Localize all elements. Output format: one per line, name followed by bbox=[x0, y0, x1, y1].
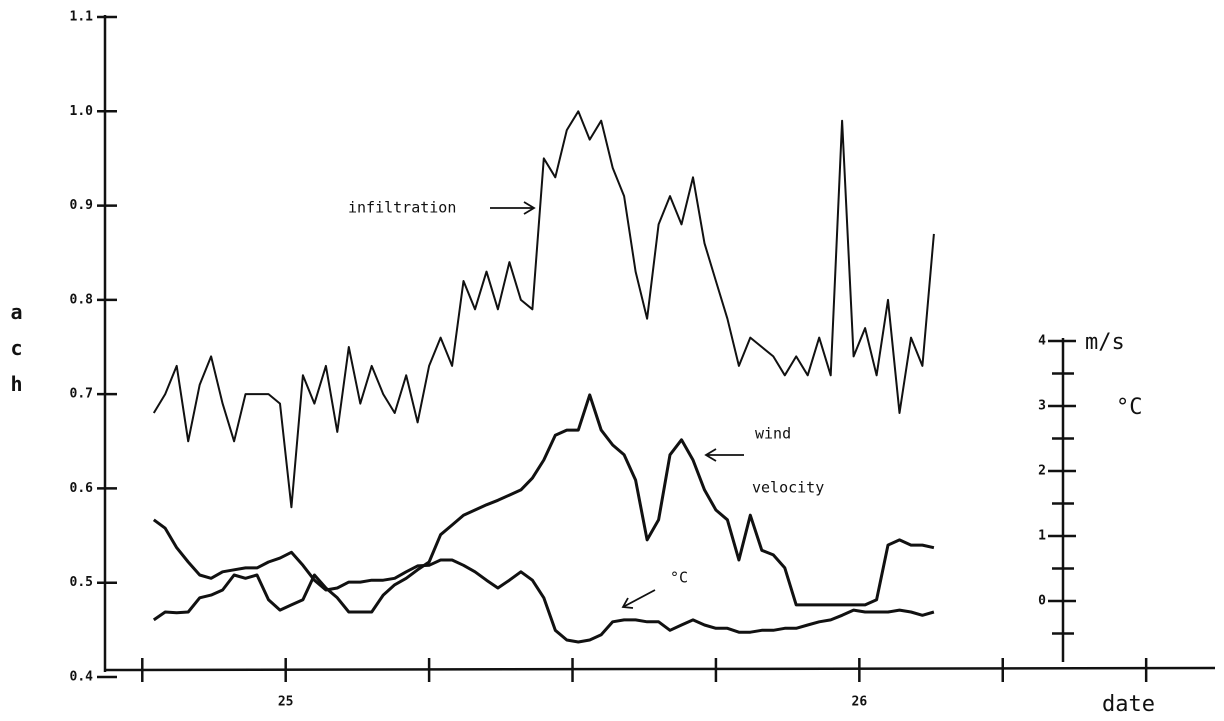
annotation: °C bbox=[670, 569, 688, 587]
y-axis-title: ach bbox=[5, 300, 29, 408]
y2-unit-label: m/s bbox=[1085, 330, 1125, 355]
y2-tick-label: 2 bbox=[1038, 464, 1046, 479]
y2-tick-label: 4 bbox=[1038, 334, 1046, 349]
y-tick-label: 0.8 bbox=[70, 292, 94, 307]
y-tick-label: 0.4 bbox=[70, 670, 94, 685]
x-axis bbox=[104, 666, 1216, 672]
annotation-arrow bbox=[704, 448, 744, 462]
x-tick-label: 25 bbox=[278, 695, 294, 710]
annotation: velocity bbox=[752, 479, 824, 497]
y-tick-label: 0.5 bbox=[70, 575, 93, 590]
series-line bbox=[152, 110, 935, 509]
y-tick-label: 1.0 bbox=[70, 104, 94, 119]
y2-tick-label: 0 bbox=[1038, 594, 1046, 609]
x-axis-title: date bbox=[1102, 692, 1155, 717]
y2-unit-label: °C bbox=[1116, 395, 1143, 420]
y-tick-label: 0.9 bbox=[70, 198, 93, 213]
y-tick-label: 0.6 bbox=[70, 481, 94, 496]
annotation-arrow bbox=[490, 201, 536, 215]
x-tick-label: 26 bbox=[852, 695, 868, 710]
annotation: wind bbox=[755, 425, 791, 443]
y-tick-label: 1.1 bbox=[70, 10, 94, 25]
y2-tick-label: 1 bbox=[1038, 529, 1046, 544]
series-line bbox=[152, 393, 935, 622]
y2-tick-label: 3 bbox=[1038, 399, 1046, 414]
y-tick-label: 0.7 bbox=[70, 387, 93, 402]
series-line bbox=[152, 518, 935, 644]
annotation: infiltration bbox=[348, 199, 456, 217]
annotation-arrow bbox=[621, 589, 656, 609]
